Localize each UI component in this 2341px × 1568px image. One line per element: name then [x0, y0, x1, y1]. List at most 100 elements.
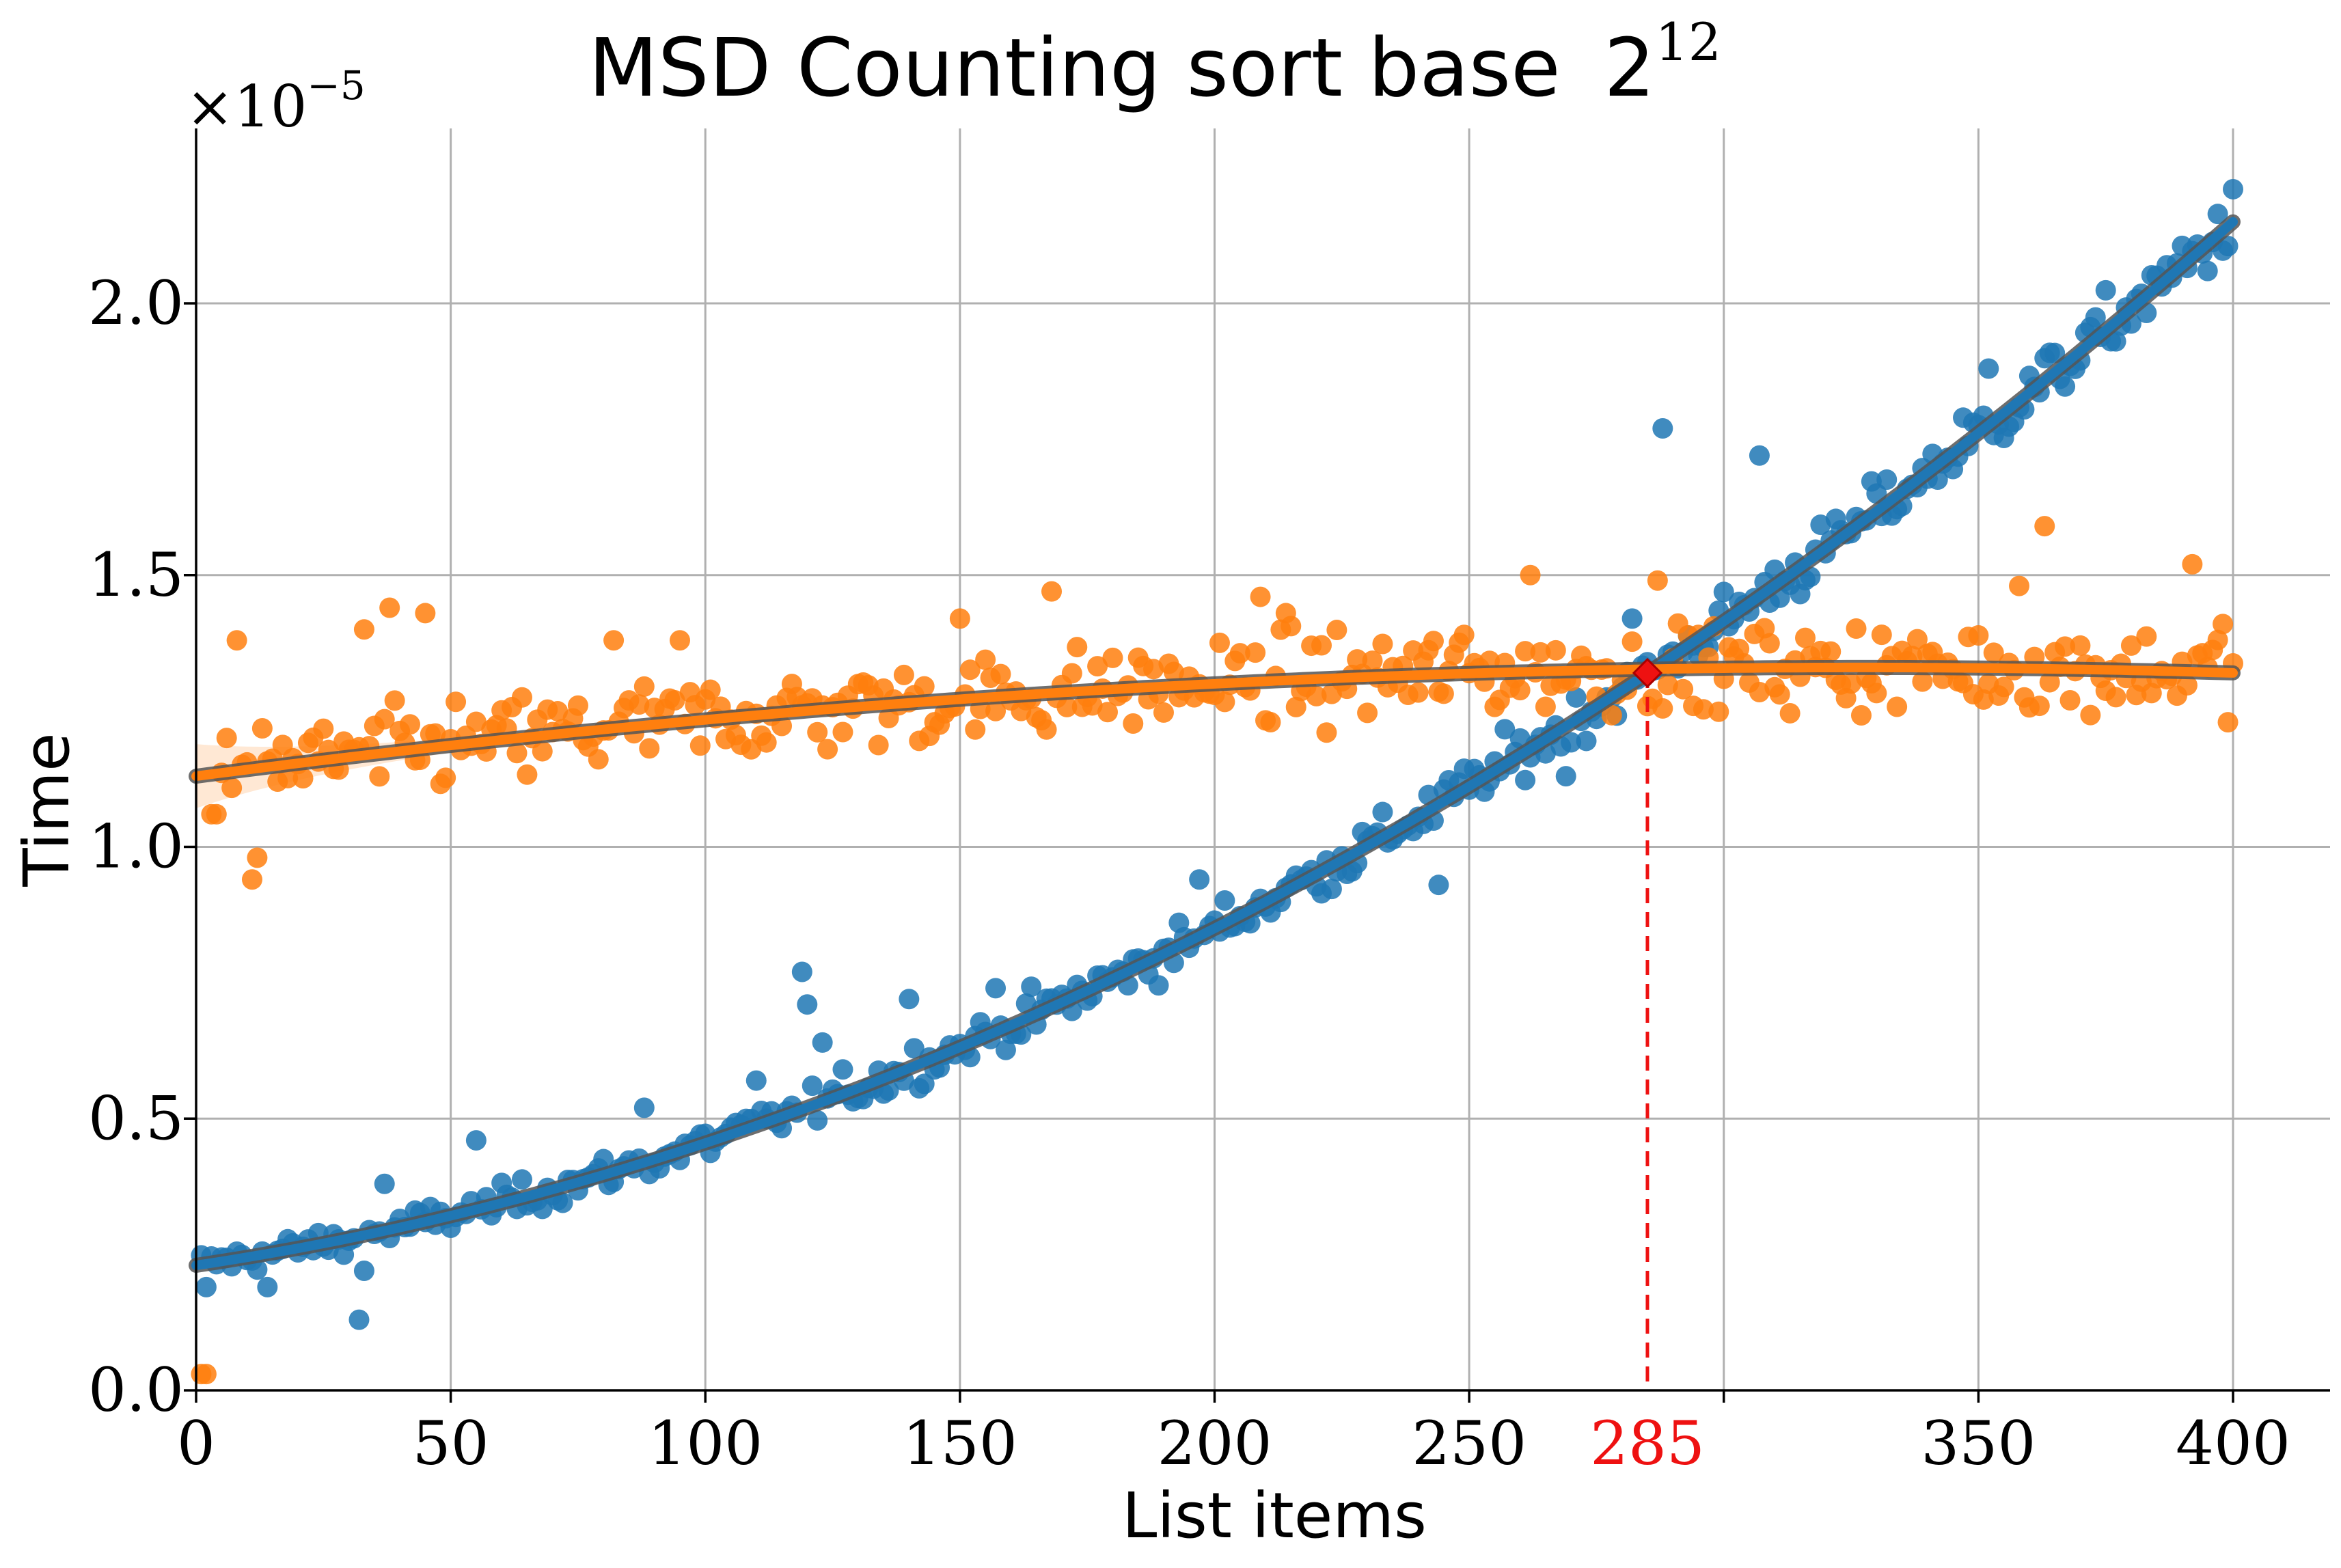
data-point [247, 847, 268, 868]
data-point [1693, 699, 1714, 720]
data-point [379, 597, 400, 618]
data-point [415, 603, 436, 624]
data-point [446, 691, 467, 713]
data-point [959, 659, 981, 680]
data-point [1102, 647, 1123, 668]
data-point [1993, 676, 2014, 698]
data-point [1357, 702, 1378, 724]
fit-line-orange [191, 662, 2238, 782]
chart-title: MSD Counting sort base 212 [588, 12, 1721, 115]
data-point [2055, 636, 2076, 657]
data-point [1153, 702, 1174, 723]
data-point [1846, 618, 1867, 639]
data-point [216, 728, 237, 749]
x-tick-label: 50 [413, 1408, 489, 1478]
data-point [1561, 732, 1582, 753]
y-tick-label: 1.5 [88, 540, 184, 610]
data-point [206, 803, 227, 825]
data-point [1061, 663, 1082, 684]
data-point [277, 767, 299, 788]
data-point [893, 664, 914, 685]
data-point [1887, 696, 1908, 717]
data-point [348, 1309, 370, 1330]
data-point [1621, 608, 1643, 629]
data-point [903, 1038, 925, 1059]
data-point [639, 738, 660, 759]
data-point [797, 994, 818, 1015]
data-point [1515, 769, 1536, 790]
chart-title-text: MSD Counting sort base [588, 20, 1561, 115]
data-point [195, 1364, 217, 1385]
data-point [2217, 236, 2239, 257]
data-point [2085, 307, 2106, 328]
y-offset-base: ×10 [186, 73, 307, 140]
data-point [374, 709, 395, 730]
data-point [1515, 641, 1536, 662]
data-point [2055, 376, 2076, 397]
data-point [251, 718, 273, 739]
data-point [369, 766, 390, 787]
data-point [2070, 635, 2091, 656]
data-point [2080, 704, 2101, 726]
y-tick-label: 1.0 [88, 812, 184, 882]
data-point [195, 1276, 217, 1297]
data-point [1713, 581, 1734, 603]
data-point [2105, 687, 2126, 708]
data-point [374, 1173, 395, 1194]
axes [195, 128, 2330, 1392]
data-point [465, 1130, 487, 1151]
y-tick-label: 0.5 [88, 1083, 184, 1153]
data-point [2207, 204, 2228, 225]
y-axis-ticks: 0.0 0.5 1.0 1.5 2.0 [88, 268, 196, 1425]
data-point [807, 1110, 828, 1131]
data-point [1082, 695, 1103, 716]
data-point [226, 630, 247, 651]
data-point [547, 701, 569, 722]
data-point [914, 676, 935, 697]
data-point [384, 690, 405, 711]
series-blue-points [191, 178, 2243, 1330]
data-point [995, 1039, 1016, 1060]
data-point [1535, 696, 1556, 717]
data-point [1097, 702, 1118, 723]
data-point [1494, 719, 1516, 740]
y-offset-exponent: −5 [307, 62, 366, 109]
data-point [1087, 656, 1108, 677]
data-point [1601, 704, 1622, 726]
data-point [817, 739, 838, 760]
data-point [745, 1070, 767, 1091]
series-orange-points [191, 516, 2243, 1385]
data-point [633, 676, 655, 697]
x-tick-label: 350 [1921, 1408, 2036, 1478]
data-point [2136, 626, 2157, 647]
y-tick-label: 0.0 [88, 1355, 184, 1425]
data-point [1209, 632, 1230, 653]
data-point [435, 767, 456, 788]
data-point [1652, 417, 1673, 439]
data-point [517, 764, 538, 785]
data-point [669, 630, 690, 651]
data-point [1372, 801, 1393, 823]
data-point [664, 690, 685, 711]
data-point [1067, 637, 1088, 658]
x-tick-label-intersection: 285 [1590, 1408, 1705, 1478]
data-point [807, 721, 828, 743]
data-point [1866, 683, 1887, 704]
data-point [506, 743, 528, 764]
data-point [1260, 712, 1281, 733]
data-point [1148, 975, 1169, 996]
data-point [1408, 682, 1429, 703]
data-point [221, 778, 243, 799]
data-point [2008, 575, 2029, 596]
data-point [1428, 875, 1449, 896]
data-point [1433, 683, 1454, 704]
data-point [603, 630, 625, 651]
data-point [1912, 671, 1933, 692]
data-point [2039, 672, 2060, 693]
data-point [593, 1149, 614, 1170]
data-point [802, 1075, 823, 1097]
data-point [2207, 629, 2228, 650]
fit-lines [189, 214, 2241, 1273]
data-point [292, 768, 314, 789]
data-point [2182, 553, 2203, 575]
